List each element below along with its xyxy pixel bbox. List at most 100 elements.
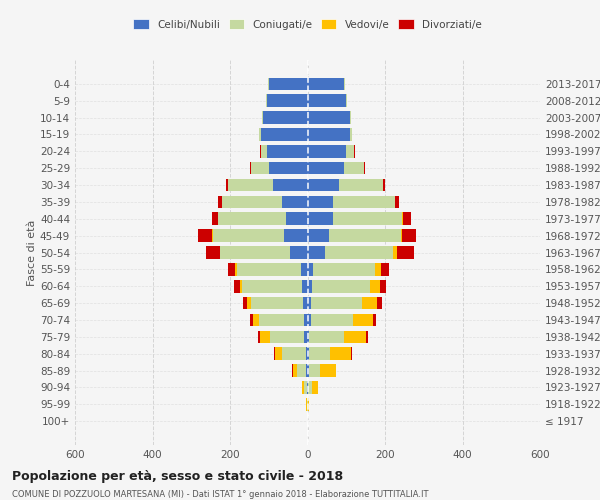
- Text: Popolazione per età, sesso e stato civile - 2018: Popolazione per età, sesso e stato civil…: [12, 470, 343, 483]
- Bar: [307, 398, 308, 410]
- Bar: [307, 364, 308, 377]
- Bar: [308, 94, 347, 107]
- Bar: [308, 330, 310, 343]
- Bar: [308, 348, 352, 360]
- Bar: [308, 78, 344, 90]
- Bar: [308, 246, 393, 259]
- Bar: [269, 78, 308, 90]
- Bar: [251, 297, 308, 310]
- Bar: [308, 280, 312, 292]
- Bar: [308, 381, 318, 394]
- Bar: [308, 314, 376, 326]
- Bar: [198, 230, 308, 242]
- Bar: [308, 348, 330, 360]
- Bar: [260, 330, 308, 343]
- Bar: [308, 111, 351, 124]
- Bar: [308, 111, 351, 124]
- Bar: [262, 111, 308, 124]
- Bar: [304, 381, 308, 394]
- Bar: [235, 263, 308, 276]
- Bar: [308, 111, 351, 124]
- Bar: [308, 330, 365, 343]
- Bar: [308, 212, 411, 225]
- Bar: [259, 314, 308, 326]
- Bar: [308, 212, 403, 225]
- Bar: [308, 145, 346, 158]
- Bar: [308, 78, 345, 90]
- Bar: [308, 162, 344, 174]
- Bar: [220, 246, 308, 259]
- Bar: [308, 78, 345, 90]
- Bar: [308, 111, 350, 124]
- Bar: [308, 263, 381, 276]
- Bar: [308, 348, 351, 360]
- Bar: [227, 178, 308, 192]
- Bar: [234, 280, 308, 292]
- Bar: [308, 297, 311, 310]
- Bar: [307, 381, 308, 394]
- Bar: [250, 314, 308, 326]
- Bar: [267, 145, 308, 158]
- Bar: [308, 330, 344, 343]
- Bar: [268, 78, 308, 90]
- Bar: [303, 297, 308, 310]
- Bar: [302, 381, 308, 394]
- Bar: [308, 162, 364, 174]
- Bar: [308, 178, 338, 192]
- Bar: [308, 364, 320, 377]
- Bar: [242, 280, 308, 292]
- Bar: [260, 145, 308, 158]
- Legend: Celibi/Nubili, Coniugati/e, Vedovi/e, Divorziati/e: Celibi/Nubili, Coniugati/e, Vedovi/e, Di…: [129, 15, 486, 34]
- Bar: [308, 94, 346, 107]
- Bar: [308, 314, 311, 326]
- Bar: [259, 128, 308, 141]
- Bar: [218, 196, 308, 208]
- Bar: [293, 364, 308, 377]
- Bar: [262, 111, 308, 124]
- Bar: [308, 212, 332, 225]
- Bar: [284, 230, 308, 242]
- Bar: [308, 178, 385, 192]
- Text: COMUNE DI POZZUOLO MARTESANA (MI) - Dati ISTAT 1° gennaio 2018 - Elaborazione TU: COMUNE DI POZZUOLO MARTESANA (MI) - Dati…: [12, 490, 428, 499]
- Bar: [218, 212, 308, 225]
- Bar: [308, 330, 368, 343]
- Bar: [292, 364, 308, 377]
- Bar: [308, 246, 325, 259]
- Bar: [308, 94, 347, 107]
- Bar: [308, 128, 352, 141]
- Bar: [308, 178, 383, 192]
- Bar: [212, 230, 308, 242]
- Bar: [243, 297, 308, 310]
- Bar: [212, 212, 308, 225]
- Bar: [268, 78, 308, 90]
- Bar: [308, 280, 380, 292]
- Bar: [308, 364, 336, 377]
- Bar: [251, 162, 308, 174]
- Bar: [308, 263, 376, 276]
- Bar: [259, 128, 308, 141]
- Bar: [302, 280, 308, 292]
- Bar: [308, 246, 397, 259]
- Bar: [269, 162, 308, 174]
- Bar: [212, 230, 308, 242]
- Bar: [308, 297, 362, 310]
- Bar: [308, 94, 347, 107]
- Bar: [253, 314, 308, 326]
- Bar: [261, 128, 308, 141]
- Bar: [266, 94, 308, 107]
- Bar: [261, 145, 308, 158]
- Bar: [308, 263, 313, 276]
- Bar: [220, 246, 308, 259]
- Bar: [308, 230, 403, 242]
- Bar: [307, 398, 308, 410]
- Bar: [308, 398, 309, 410]
- Bar: [259, 128, 308, 141]
- Bar: [218, 212, 308, 225]
- Bar: [308, 263, 389, 276]
- Y-axis label: Fasce di età: Fasce di età: [27, 220, 37, 286]
- Bar: [266, 94, 308, 107]
- Bar: [222, 196, 308, 208]
- Bar: [251, 162, 308, 174]
- Bar: [308, 196, 332, 208]
- Bar: [308, 145, 355, 158]
